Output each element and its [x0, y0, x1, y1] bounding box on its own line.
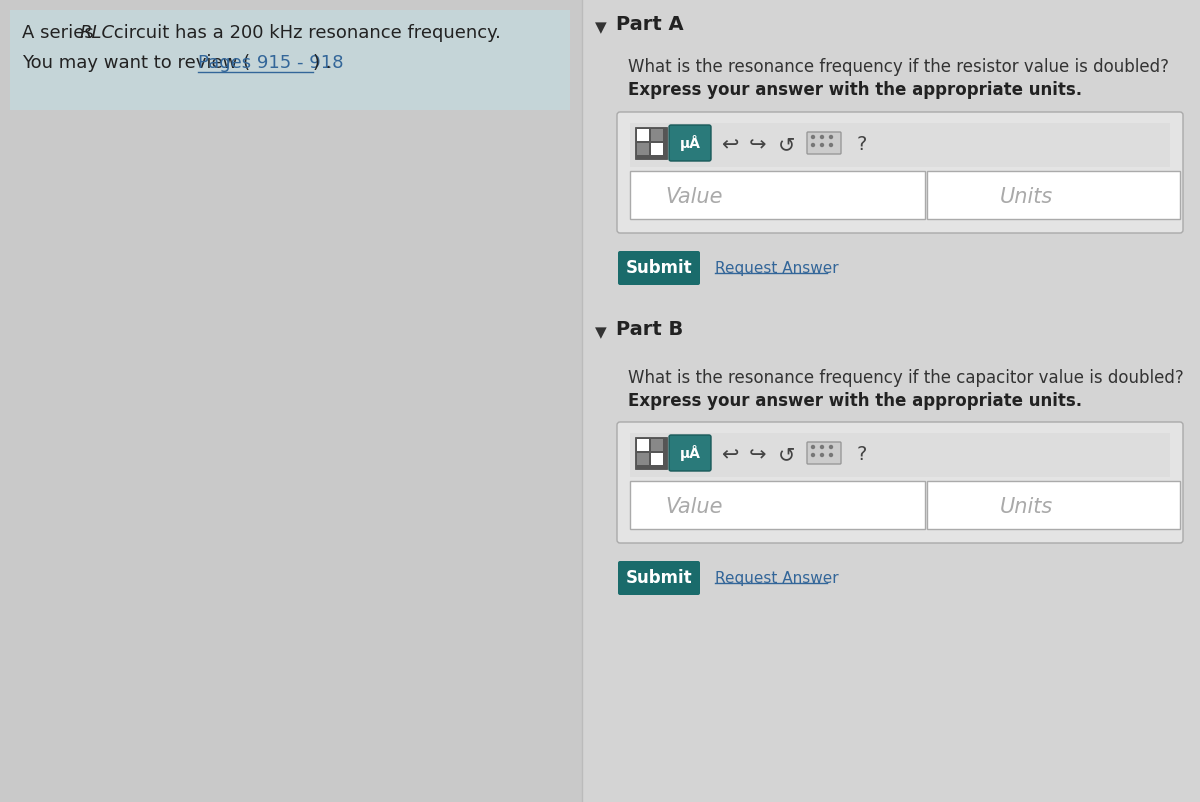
Text: circuit has a 200 kHz resonance frequency.: circuit has a 200 kHz resonance frequenc…	[108, 24, 500, 42]
Text: ↪: ↪	[749, 135, 767, 155]
Text: Units: Units	[1000, 497, 1054, 517]
Bar	[582, 0, 1200, 802]
Text: ↩: ↩	[721, 445, 739, 465]
Text: ) .: ) .	[313, 54, 331, 72]
Text: You may want to review (: You may want to review (	[22, 54, 250, 72]
Bar	[635, 437, 667, 469]
FancyBboxPatch shape	[808, 442, 841, 464]
Bar	[630, 123, 1170, 167]
Circle shape	[829, 144, 833, 147]
Text: Request Answer: Request Answer	[715, 261, 839, 276]
Text: Pages 915 - 918: Pages 915 - 918	[198, 54, 343, 72]
Text: ?: ?	[857, 445, 868, 464]
Bar	[0, 0, 582, 802]
Bar	[928, 171, 1180, 219]
FancyBboxPatch shape	[618, 561, 700, 595]
Circle shape	[821, 453, 823, 456]
Text: Part A: Part A	[616, 15, 684, 34]
Circle shape	[811, 144, 815, 147]
Text: Value: Value	[665, 187, 722, 207]
Bar	[630, 171, 925, 219]
Circle shape	[829, 453, 833, 456]
Text: μÅ: μÅ	[679, 135, 701, 151]
FancyBboxPatch shape	[670, 435, 710, 471]
Text: What is the resonance frequency if the resistor value is doubled?: What is the resonance frequency if the r…	[628, 58, 1169, 76]
Text: Express your answer with the appropriate units.: Express your answer with the appropriate…	[628, 392, 1082, 410]
Circle shape	[811, 453, 815, 456]
Text: Units: Units	[1000, 187, 1054, 207]
Text: ▼: ▼	[595, 20, 607, 35]
Text: ▼: ▼	[595, 325, 607, 340]
Text: Express your answer with the appropriate units.: Express your answer with the appropriate…	[628, 81, 1082, 99]
Bar	[635, 127, 667, 159]
Bar	[650, 143, 662, 155]
Text: What is the resonance frequency if the capacitor value is doubled?: What is the resonance frequency if the c…	[628, 369, 1183, 387]
Text: Part B: Part B	[616, 320, 683, 339]
Bar	[637, 129, 649, 141]
Text: μÅ: μÅ	[679, 445, 701, 461]
Text: ↪: ↪	[749, 445, 767, 465]
Text: ↺: ↺	[779, 135, 796, 155]
Circle shape	[811, 136, 815, 139]
Text: Value: Value	[665, 497, 722, 517]
Text: RLC: RLC	[80, 24, 115, 42]
Text: Submit: Submit	[625, 569, 692, 587]
FancyBboxPatch shape	[670, 125, 710, 161]
Bar	[10, 10, 570, 110]
Text: ↩: ↩	[721, 135, 739, 155]
FancyBboxPatch shape	[618, 251, 700, 285]
Bar	[650, 129, 662, 141]
Bar	[637, 453, 649, 465]
Text: A series: A series	[22, 24, 100, 42]
Circle shape	[821, 445, 823, 448]
Text: Submit: Submit	[625, 259, 692, 277]
Bar	[637, 439, 649, 451]
Bar	[650, 453, 662, 465]
Bar	[637, 143, 649, 155]
Circle shape	[821, 136, 823, 139]
Circle shape	[811, 445, 815, 448]
Bar	[928, 481, 1180, 529]
Text: ↺: ↺	[779, 445, 796, 465]
Circle shape	[829, 445, 833, 448]
Circle shape	[829, 136, 833, 139]
FancyBboxPatch shape	[617, 422, 1183, 543]
Bar	[630, 481, 925, 529]
FancyBboxPatch shape	[617, 112, 1183, 233]
FancyBboxPatch shape	[808, 132, 841, 154]
Text: ?: ?	[857, 136, 868, 155]
Text: Request Answer: Request Answer	[715, 570, 839, 585]
Bar	[630, 433, 1170, 477]
Bar	[650, 439, 662, 451]
Circle shape	[821, 144, 823, 147]
